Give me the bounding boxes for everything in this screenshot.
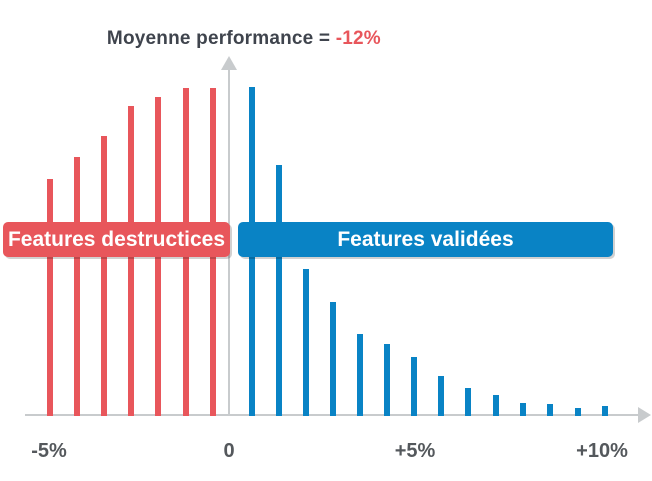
y-axis-arrow-icon — [221, 56, 237, 70]
destructive-features-label: Features destructices — [3, 222, 230, 257]
validated-bar — [520, 403, 526, 416]
validated-bar — [575, 408, 581, 416]
destructive-bar — [74, 157, 80, 416]
validated-bar — [602, 406, 608, 416]
validated-bar — [357, 334, 363, 416]
chart-title-text: Moyenne performance = — [106, 28, 336, 49]
validated-bar — [411, 357, 417, 416]
destructive-features-label-text: Features destructices — [7, 227, 226, 251]
validated-bar — [303, 269, 309, 416]
chart-title: Moyenne performance = -12% — [85, 6, 381, 72]
validated-bar — [330, 302, 336, 416]
x-tick-label: -5% — [31, 440, 67, 462]
x-tick-label: +10% — [576, 440, 628, 462]
validated-features-label: Features validées — [238, 222, 613, 257]
validated-bar — [276, 165, 282, 416]
destructive-bar — [47, 179, 53, 416]
validated-bar — [465, 388, 471, 416]
validated-features-label-text: Features validées — [337, 227, 514, 251]
validated-bar — [384, 344, 390, 416]
validated-bar — [493, 395, 499, 416]
x-tick-label: +5% — [394, 440, 436, 462]
validated-bar — [438, 376, 444, 416]
x-axis-arrow-icon — [638, 407, 651, 423]
mean-performance-value: -12% — [335, 28, 381, 49]
validated-bar — [547, 404, 553, 416]
destructive-bar — [128, 106, 134, 416]
x-tick-label: 0 — [223, 440, 235, 462]
destructive-bar — [101, 136, 107, 416]
